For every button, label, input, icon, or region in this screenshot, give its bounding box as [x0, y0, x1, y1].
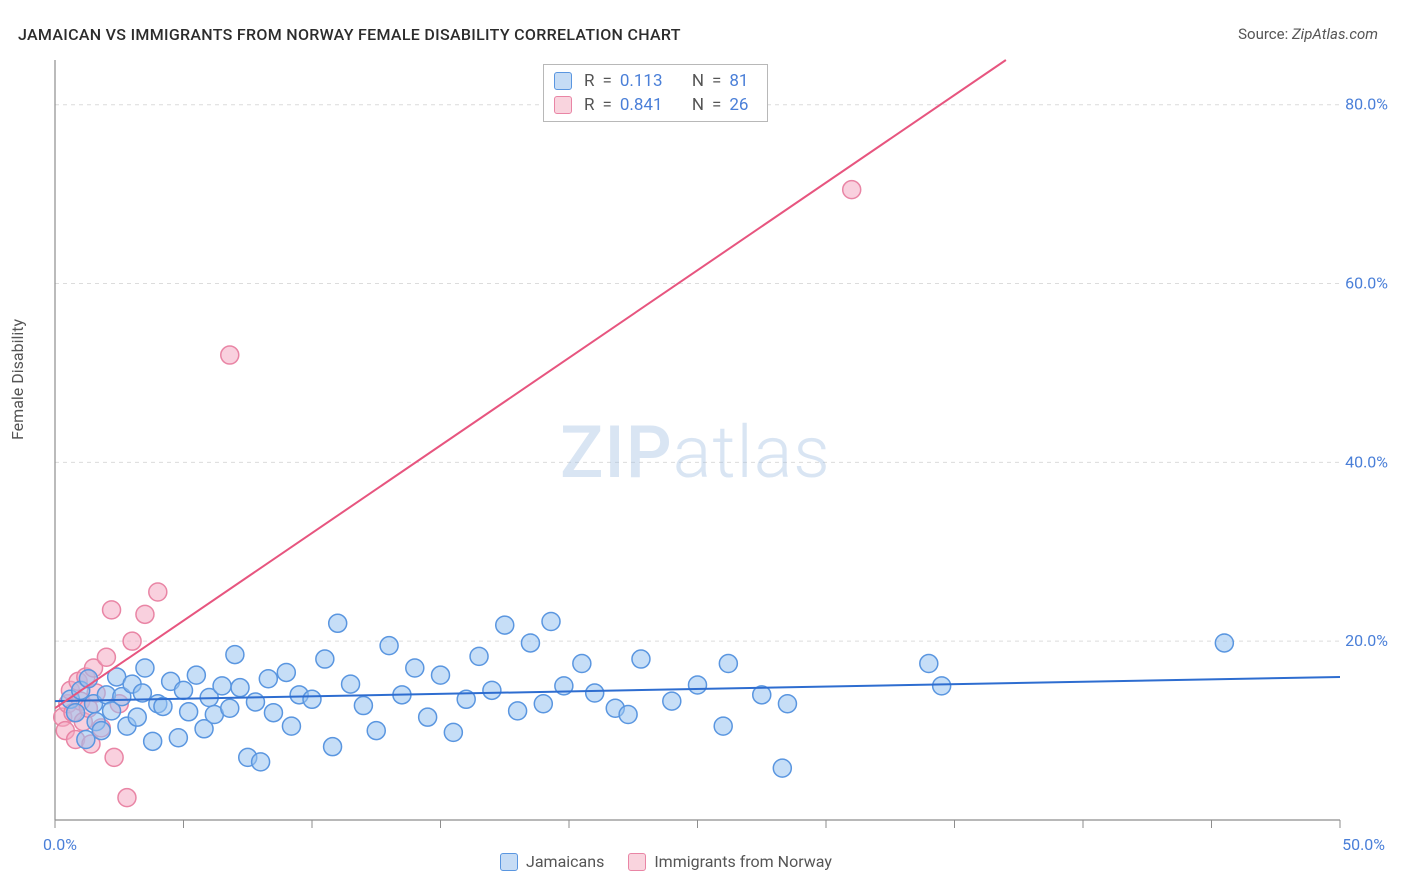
data-point-jamaicans — [542, 613, 560, 631]
data-point-jamaicans — [92, 722, 110, 740]
legend-swatch — [628, 853, 646, 871]
data-point-jamaicans — [689, 676, 707, 694]
data-point-jamaicans — [221, 699, 239, 717]
legend-swatch — [500, 853, 518, 871]
data-point-jamaicans — [1215, 634, 1233, 652]
data-point-jamaicans — [933, 677, 951, 695]
r-value: 0.113 — [620, 71, 676, 91]
data-point-jamaicans — [324, 738, 342, 756]
series-legend: Jamaicans Immigrants from Norway — [500, 852, 832, 871]
data-point-jamaicans — [619, 705, 637, 723]
equals: = — [602, 71, 611, 91]
legend-label: Jamaicans — [526, 852, 604, 871]
data-point-jamaicans — [246, 693, 264, 711]
watermark-post: atlas — [673, 410, 831, 495]
data-point-jamaicans — [573, 655, 591, 673]
r-label: R — [584, 71, 594, 91]
x-tick-label: 50.0% — [1342, 835, 1385, 854]
stats-legend-box: R = 0.113 N = 81 R = 0.841 N = 26 — [543, 64, 768, 122]
data-point-norway — [221, 346, 239, 364]
chart-title: JAMAICAN VS IMMIGRANTS FROM NORWAY FEMAL… — [18, 25, 681, 44]
source-link[interactable]: ZipAtlas.com — [1292, 25, 1378, 43]
stats-row: R = 0.841 N = 26 — [554, 93, 757, 117]
data-point-jamaicans — [187, 666, 205, 684]
data-point-jamaicans — [380, 637, 398, 655]
y-axis-label: Female Disability — [8, 319, 27, 440]
data-point-jamaicans — [406, 659, 424, 677]
data-point-jamaicans — [226, 646, 244, 664]
data-point-jamaicans — [773, 759, 791, 777]
data-point-jamaicans — [534, 695, 552, 713]
data-point-norway — [105, 748, 123, 766]
data-point-norway — [118, 789, 136, 807]
data-point-jamaicans — [496, 616, 514, 634]
legend-item: Immigrants from Norway — [628, 852, 832, 871]
data-point-jamaicans — [144, 732, 162, 750]
data-point-jamaicans — [367, 722, 385, 740]
data-point-jamaicans — [282, 717, 300, 735]
data-point-jamaicans — [778, 695, 796, 713]
data-point-jamaicans — [719, 655, 737, 673]
data-point-jamaicans — [175, 681, 193, 699]
data-point-norway — [103, 601, 121, 619]
data-point-jamaicans — [586, 684, 604, 702]
data-point-jamaicans — [169, 729, 187, 747]
data-point-jamaicans — [303, 690, 321, 708]
data-point-jamaicans — [342, 675, 360, 693]
data-point-jamaicans — [920, 655, 938, 673]
r-value: 0.841 — [620, 95, 676, 115]
y-tick-label: 20.0% — [1345, 631, 1388, 650]
data-point-jamaicans — [180, 703, 198, 721]
legend-item: Jamaicans — [500, 852, 604, 871]
data-point-jamaicans — [663, 692, 681, 710]
watermark: ZIPatlas — [560, 410, 831, 495]
data-point-jamaicans — [264, 704, 282, 722]
data-point-jamaicans — [277, 663, 295, 681]
data-point-norway — [123, 632, 141, 650]
data-point-jamaicans — [252, 753, 270, 771]
data-point-jamaicans — [128, 708, 146, 726]
stats-swatch — [554, 96, 572, 114]
data-point-jamaicans — [509, 702, 527, 720]
data-point-jamaicans — [231, 679, 249, 697]
y-tick-label: 40.0% — [1345, 452, 1388, 471]
data-point-norway — [843, 181, 861, 199]
y-tick-label: 80.0% — [1345, 95, 1388, 114]
n-label: N — [692, 71, 704, 91]
x-tick-label: 0.0% — [43, 835, 77, 854]
stats-row: R = 0.113 N = 81 — [554, 69, 757, 93]
data-point-jamaicans — [213, 677, 231, 695]
data-point-jamaicans — [632, 650, 650, 668]
data-point-jamaicans — [444, 723, 462, 741]
n-label: N — [692, 95, 704, 115]
equals: = — [712, 71, 721, 91]
equals: = — [602, 95, 611, 115]
source-attribution: Source: ZipAtlas.com — [1238, 25, 1378, 43]
stats-swatch — [554, 72, 572, 90]
data-point-jamaicans — [316, 650, 334, 668]
data-point-jamaicans — [483, 681, 501, 699]
data-point-norway — [97, 648, 115, 666]
data-point-jamaicans — [259, 670, 277, 688]
r-label: R — [584, 95, 594, 115]
data-point-norway — [149, 583, 167, 601]
source-label: Source: — [1238, 25, 1288, 43]
data-point-jamaicans — [354, 697, 372, 715]
trend-line-norway — [55, 60, 1006, 708]
watermark-pre: ZIP — [560, 410, 673, 495]
data-point-norway — [136, 605, 154, 623]
data-point-jamaicans — [329, 614, 347, 632]
data-point-jamaicans — [432, 666, 450, 684]
data-point-jamaicans — [136, 659, 154, 677]
y-tick-label: 60.0% — [1345, 274, 1388, 293]
n-value: 26 — [729, 95, 757, 115]
data-point-jamaicans — [714, 717, 732, 735]
legend-label: Immigrants from Norway — [654, 852, 832, 871]
equals: = — [712, 95, 721, 115]
data-point-jamaicans — [419, 708, 437, 726]
data-point-jamaicans — [470, 647, 488, 665]
n-value: 81 — [729, 71, 757, 91]
data-point-jamaicans — [67, 704, 85, 722]
data-point-jamaicans — [521, 634, 539, 652]
